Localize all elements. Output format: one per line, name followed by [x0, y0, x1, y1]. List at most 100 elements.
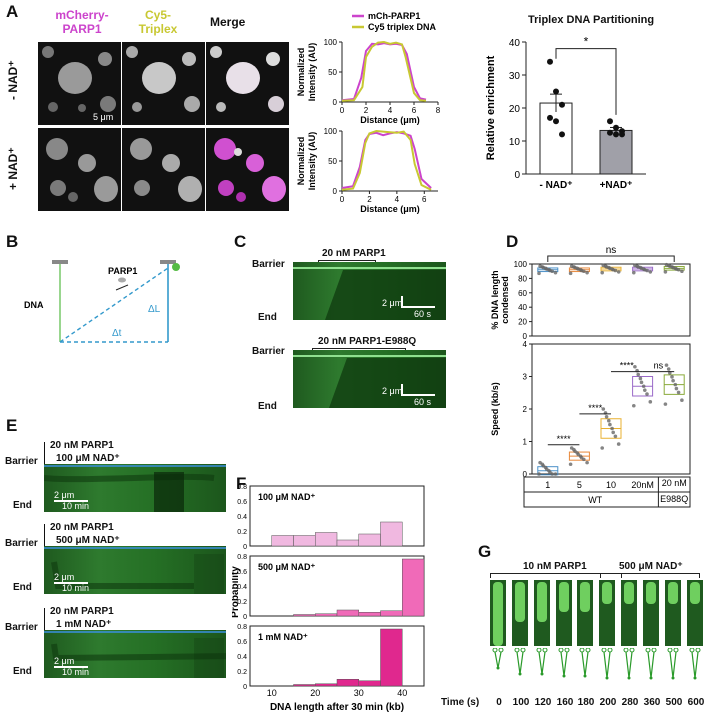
data-point — [611, 267, 615, 272]
sig-bracket — [555, 48, 617, 115]
x-tick-label: 4 — [395, 195, 400, 204]
data-point — [568, 462, 573, 467]
panel-d-label: D — [506, 232, 519, 251]
data-point — [553, 88, 559, 95]
histogram-bar — [358, 612, 381, 617]
histogram-bar — [315, 532, 338, 547]
data-point — [601, 407, 606, 411]
y-tick-label: 4 — [523, 340, 528, 349]
y-tick-label: 20 — [518, 318, 527, 327]
y-tick-label: 0.2 — [237, 599, 247, 606]
y-tick-label: 100 — [514, 260, 528, 269]
data-point — [666, 367, 671, 371]
parp1-label: PARP1 — [108, 266, 137, 276]
data-point — [680, 269, 684, 273]
e-injection-arrow — [44, 524, 45, 546]
e-title-2: 100 μM NAD⁺ — [56, 453, 120, 464]
x-tick-label: 2 — [367, 195, 372, 204]
data-point — [613, 131, 619, 138]
x-tick-label: 6 — [422, 195, 427, 204]
group-label: WT — [588, 495, 602, 505]
y-tick-label: 60 — [518, 289, 527, 298]
panel-f-label: F — [236, 474, 247, 493]
data-point — [576, 452, 581, 457]
partitioning-chart: 0 10 20 30 40 - NAD⁺ +NAD⁺ * Relative enrichment — [485, 35, 646, 191]
row-nad: + NAD⁺ — [6, 147, 20, 190]
data-point — [544, 267, 549, 271]
data-point — [541, 265, 546, 270]
data-point — [639, 380, 644, 385]
x-tick-label: 30 — [354, 688, 364, 698]
g-time-tick: 160 — [556, 697, 574, 708]
sig-label: **** — [588, 403, 603, 413]
histogram-bar — [380, 610, 403, 617]
g-kymo-strip — [534, 580, 550, 646]
histogram-bar — [315, 613, 338, 617]
data-point — [616, 270, 621, 274]
y-tick-label: 0.8 — [237, 484, 247, 491]
data-point — [643, 267, 647, 272]
e-barrier: Barrier — [5, 538, 38, 549]
g-time-tick: 100 — [512, 697, 530, 708]
data-point — [636, 372, 640, 377]
delta-l-label: ΔL — [148, 304, 161, 315]
e-title-2: 1 mM NAD⁺ — [56, 619, 112, 630]
g-dna-cartoon — [667, 648, 679, 680]
y-tick-label: 30 — [509, 71, 521, 82]
data-point — [664, 262, 669, 267]
data-point — [573, 449, 577, 454]
g-dna-cartoon — [579, 648, 591, 678]
micrograph-parp1-no-nad — [38, 42, 121, 125]
y-tick-label: 10 — [509, 137, 521, 148]
e-sb-t: 10 min — [62, 583, 90, 593]
sig-label: **** — [557, 434, 572, 444]
histogram-bar — [402, 558, 425, 617]
x-tick-label: 2 — [364, 106, 369, 115]
data-point — [559, 101, 565, 108]
micrograph-parp1-nad — [38, 128, 121, 211]
g-kymo-strip — [687, 580, 703, 646]
histogram-bar — [358, 533, 381, 547]
c-kymograph-1 — [293, 262, 446, 320]
data-point — [674, 386, 679, 391]
profile-line — [341, 40, 427, 102]
data-point — [547, 58, 553, 65]
data-point — [541, 464, 546, 468]
e-title-1: 20 nM PARP1 — [50, 440, 114, 451]
data-point — [633, 364, 637, 369]
data-point — [613, 434, 618, 439]
g-dna-cartoon — [689, 648, 701, 680]
data-point — [548, 470, 552, 475]
data-point — [608, 266, 612, 271]
y-tick-label: 0.4 — [237, 514, 247, 521]
data-point — [553, 270, 558, 275]
data-point — [607, 418, 611, 423]
profile-ylabel: Intensity (AU) — [307, 43, 317, 102]
schematic-b: PARP1 DNA ΔL Δt — [24, 260, 180, 343]
bar — [539, 102, 573, 175]
y-tick-label: 0 — [243, 544, 247, 551]
data-point — [537, 472, 541, 476]
g-time-tick: 0 — [496, 697, 502, 708]
g-kymo-strip — [665, 580, 681, 646]
data-point — [673, 382, 678, 387]
dna-label: DNA — [24, 300, 44, 310]
f-xlabel: DNA length after 30 min (kb) — [270, 702, 404, 713]
y-tick-label: 0 — [523, 470, 528, 479]
col-cy5-triplex: Cy5- Triplex — [138, 8, 178, 36]
y-tick-label: 0.8 — [237, 554, 247, 561]
parp1-cluster — [172, 263, 180, 271]
g-title-2: 500 μM NAD⁺ — [619, 561, 683, 572]
data-point — [585, 460, 589, 465]
data-point — [643, 388, 647, 392]
data-point — [608, 422, 612, 427]
c-barrier-1: Barrier — [252, 259, 285, 270]
data-point — [619, 131, 625, 138]
panel-c-label: C — [234, 232, 247, 251]
x-category-label: - NAD⁺ — [539, 180, 572, 191]
d-ylabel: % DNA length — [490, 270, 500, 329]
g-time-tick: 120 — [534, 697, 552, 708]
data-point — [664, 363, 669, 367]
y-tick-label: 0.6 — [237, 569, 247, 576]
